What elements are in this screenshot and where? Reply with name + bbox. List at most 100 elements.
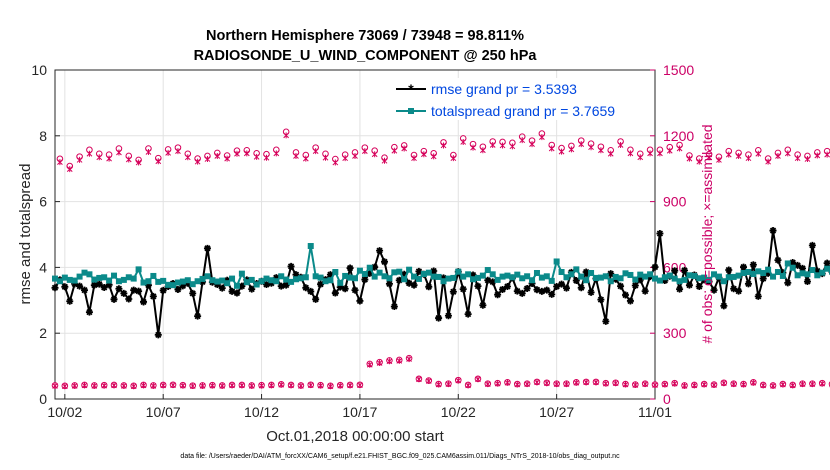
x-axis-label: Oct.01,2018 00:00:00 start — [266, 428, 444, 445]
obs-assimilated-marker — [553, 381, 560, 388]
obs-assimilated-marker — [219, 382, 226, 389]
data-point — [385, 280, 393, 288]
data-point — [524, 273, 531, 280]
data-point — [66, 276, 73, 283]
data-point — [292, 276, 299, 283]
data-point — [681, 266, 689, 274]
obs-assimilated-marker — [784, 150, 791, 157]
obs-assimilated-marker — [716, 156, 722, 163]
obs-assimilated-marker — [686, 155, 693, 162]
obs-assimilated-marker — [175, 148, 181, 155]
obs-assimilated-marker — [81, 382, 88, 389]
data-point — [312, 273, 319, 280]
obs-assimilated-marker — [789, 382, 796, 389]
obs-assimilated-marker — [445, 381, 452, 388]
data-point — [430, 273, 437, 280]
obs-assimilated-marker — [666, 147, 673, 154]
data-point — [573, 266, 580, 273]
data-point — [725, 266, 733, 274]
obs-assimilated-marker — [204, 156, 211, 163]
obs-assimilated-marker — [568, 146, 575, 153]
obs-assimilated-marker — [440, 142, 447, 149]
y-axis-label: rmse and totalspread — [17, 164, 34, 305]
data-point — [754, 292, 762, 300]
data-point — [533, 286, 541, 294]
obs-assimilated-marker — [293, 152, 299, 159]
data-point — [681, 276, 688, 283]
data-point — [312, 295, 320, 303]
data-point — [347, 274, 354, 281]
obs-assimilated-marker — [480, 147, 486, 154]
data-point — [730, 285, 738, 293]
data-point — [277, 282, 285, 290]
chart-subtitle: RADIOSONDE_U_WIND_COMPONENT @ 250 hPa — [194, 48, 538, 64]
obs-assimilated-marker — [642, 381, 649, 388]
data-point — [361, 270, 368, 277]
data-point — [61, 283, 69, 291]
data-point — [430, 267, 438, 275]
data-point — [425, 269, 432, 276]
obs-assimilated-marker — [539, 134, 545, 141]
obs-assimilated-marker — [725, 151, 732, 158]
data-point — [400, 270, 408, 278]
obs-assimilated-marker — [224, 155, 230, 162]
data-point — [189, 281, 196, 288]
obs-assimilated-marker — [57, 159, 63, 166]
data-point — [263, 275, 270, 282]
data-point — [66, 297, 74, 305]
data-point — [814, 272, 821, 279]
obs-assimilated-marker — [563, 381, 570, 388]
obs-assimilated-marker — [775, 152, 781, 159]
obs-assimilated-marker — [706, 154, 712, 161]
obs-assimilated-marker — [327, 383, 334, 390]
data-point — [691, 272, 698, 279]
data-point — [391, 269, 398, 276]
obs-assimilated-marker — [647, 150, 653, 157]
data-point — [799, 264, 807, 272]
x-tick-label: 10/12 — [244, 404, 279, 420]
legend-spread-label: totalspread grand pr = 3.7659 — [431, 103, 615, 119]
data-point — [160, 277, 167, 284]
data-point — [135, 266, 142, 273]
data-point — [464, 310, 472, 318]
obs-assimilated-marker — [824, 151, 830, 158]
obs-assimilated-marker — [342, 155, 349, 162]
y-axis-left: 0 2 4 6 8 10 — [31, 62, 60, 407]
obs-assimilated-marker — [465, 382, 471, 389]
data-point — [538, 287, 546, 295]
data-point — [558, 280, 566, 288]
data-point — [804, 271, 811, 278]
data-point — [410, 281, 418, 289]
legend-spread-marker — [408, 108, 414, 114]
obs-assimilated-marker — [671, 380, 678, 387]
data-point — [661, 274, 668, 281]
obs-assimilated-marker — [534, 379, 540, 386]
data-point — [174, 279, 181, 286]
data-point — [583, 277, 590, 284]
data-point — [637, 271, 644, 278]
data-point — [111, 272, 118, 279]
plot-frame — [54, 69, 656, 400]
data-point — [518, 289, 526, 297]
data-point — [676, 285, 684, 293]
obs-assimilated-marker — [263, 154, 270, 161]
data-point — [460, 273, 467, 280]
data-point — [302, 284, 310, 292]
data-point — [140, 298, 148, 306]
data-point — [346, 264, 354, 272]
data-point — [224, 280, 231, 287]
data-point — [81, 269, 88, 276]
data-point — [582, 268, 590, 276]
obs-assimilated-marker — [509, 143, 516, 150]
series-rmse — [51, 227, 830, 339]
data-point — [390, 303, 398, 311]
data-point — [415, 267, 423, 275]
data-point — [262, 281, 270, 289]
data-point — [184, 277, 191, 284]
obs-assimilated-marker — [416, 376, 422, 383]
data-point — [440, 278, 447, 285]
data-point — [292, 271, 300, 279]
data-point — [725, 274, 732, 281]
obs-assimilated-marker — [583, 379, 590, 386]
data-point — [710, 286, 718, 294]
